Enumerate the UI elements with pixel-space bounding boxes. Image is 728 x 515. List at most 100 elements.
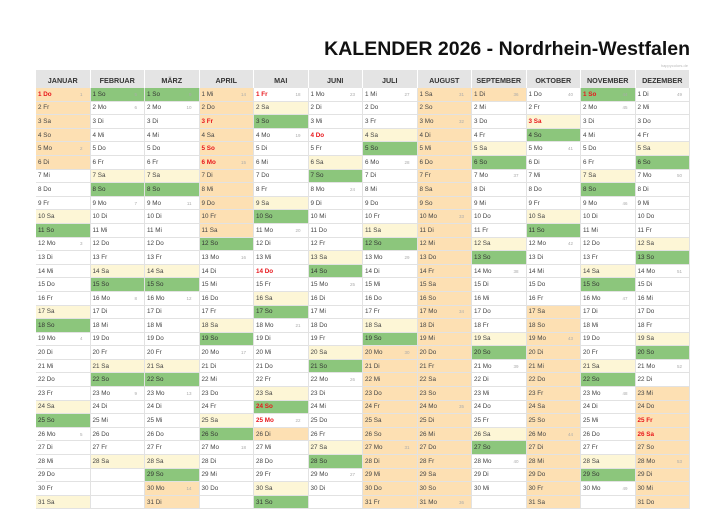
day-cell: 6 Di bbox=[36, 155, 91, 170]
day-label: 25 Do bbox=[310, 417, 328, 425]
day-label: 5 Mi bbox=[419, 145, 432, 153]
day-cell: 29 Do bbox=[526, 468, 581, 483]
day-label: 27 Mo bbox=[365, 444, 383, 452]
day-label: 5 Sa bbox=[637, 145, 651, 153]
day-label: 31 Di bbox=[147, 498, 162, 506]
day-cell: 16 Do bbox=[363, 291, 418, 306]
week-number: 2 bbox=[79, 146, 83, 152]
day-label: 5 Sa bbox=[474, 145, 487, 153]
day-cell: 28 Mo 40 bbox=[472, 455, 527, 469]
day-label: 20 Mi bbox=[256, 349, 272, 357]
day-cell: 20 So bbox=[472, 346, 527, 360]
day-label: 5 Do bbox=[92, 145, 106, 153]
day-cell: 1 Mi 14 bbox=[199, 88, 254, 102]
day-cell: 24 Di bbox=[145, 400, 200, 415]
day-cell: 24 Mo 35 bbox=[417, 400, 472, 415]
day-label: 21 Fr bbox=[419, 362, 435, 370]
day-cell: 20 Fr bbox=[145, 346, 200, 360]
day-label: 3 Do bbox=[474, 117, 488, 125]
day-cell: 7 Mo 50 bbox=[635, 169, 690, 184]
day-cell: 15 Sa bbox=[417, 278, 472, 292]
day-cell: 2 Mo 45 bbox=[581, 101, 636, 116]
day-label: 26 Do bbox=[147, 430, 164, 438]
day-label: 11 Fr bbox=[637, 226, 652, 234]
day-cell: 12 Sa bbox=[472, 237, 527, 252]
day-label: 27 Fr bbox=[583, 444, 598, 452]
day-label: 12 So bbox=[365, 240, 382, 248]
day-cell: 29 Do bbox=[36, 468, 91, 483]
day-label: 4 Sa bbox=[201, 131, 215, 139]
day-label: 11 Do bbox=[310, 226, 327, 234]
week-number: 19 bbox=[295, 132, 301, 138]
day-cell: 25 Fr bbox=[472, 414, 527, 428]
day-label: 4 So bbox=[38, 131, 51, 139]
day-label: 21 Mi bbox=[38, 362, 54, 370]
day-label: 16 Do bbox=[365, 294, 382, 302]
day-cell: 13 Mo 29 bbox=[363, 251, 418, 265]
day-label: 18 Sa bbox=[201, 321, 218, 329]
day-label: 2 Mo bbox=[147, 104, 161, 112]
day-label: 6 Sa bbox=[310, 158, 324, 166]
day-cell: 19 Do bbox=[581, 332, 636, 347]
day-label: 7 Di bbox=[365, 172, 377, 180]
day-label: 27 Mo bbox=[201, 444, 220, 452]
day-label: 7 Do bbox=[256, 172, 270, 180]
day-cell: 27 Do bbox=[417, 441, 472, 456]
day-label: 1 So bbox=[583, 90, 597, 98]
day-label: 25 Mo bbox=[256, 417, 274, 425]
day-label: 30 Fr bbox=[38, 485, 53, 493]
day-label: 13 Mo bbox=[201, 253, 220, 261]
day-label: 19 Sa bbox=[474, 335, 491, 343]
month-column-1: JANUAR 1 Do 1 2 Fr 3 Sa 4 So 5 Mo 2 6 Di 7 Mi 8 Do… bbox=[36, 70, 91, 510]
week-number: 40 bbox=[513, 458, 519, 464]
day-cell: 2 Mo 10 bbox=[145, 101, 200, 116]
day-cell: 8 Mi bbox=[199, 183, 254, 197]
day-cell: 11 Sa bbox=[363, 223, 418, 238]
day-label: 5 So bbox=[365, 145, 378, 153]
day-label: 24 Sa bbox=[38, 403, 55, 411]
day-cell: 12 Mo 3 bbox=[36, 237, 91, 252]
day-cell: 10 Di bbox=[581, 210, 636, 224]
week-number: 9 bbox=[188, 91, 192, 97]
day-label: 2 Do bbox=[201, 104, 215, 112]
month-column-9: SEPTEMBER 1 Di 36 2 Mi 3 Do 4 Fr 5 Sa 6 So 7 Mo 3… bbox=[472, 70, 527, 510]
day-cell: 7 Fr bbox=[417, 169, 472, 184]
day-cell: 7 Di bbox=[363, 169, 418, 184]
day-label: 3 Di bbox=[92, 117, 104, 125]
week-number: 18 bbox=[295, 91, 301, 97]
week-number: 1 bbox=[79, 91, 83, 97]
day-label: 26 Mi bbox=[419, 430, 435, 438]
day-cell: 9 Di bbox=[308, 196, 363, 211]
day-cell: 10 Sa bbox=[526, 210, 581, 224]
week-number: 7 bbox=[134, 200, 137, 206]
day-cell: 15 Do bbox=[36, 278, 91, 292]
day-cell: 8 So bbox=[90, 183, 145, 197]
day-label: 30 Do bbox=[365, 485, 382, 493]
day-cell: 21 Mi bbox=[526, 359, 581, 374]
day-cell: 8 Mo 24 bbox=[308, 183, 363, 197]
day-cell: 27 Fr bbox=[90, 441, 145, 456]
day-label: 18 Sa bbox=[365, 321, 382, 329]
day-label: 16 Sa bbox=[256, 294, 273, 302]
day-cell: 18 Mi bbox=[581, 319, 636, 333]
day-cell: 14 Mo 38 bbox=[472, 264, 527, 279]
day-cell: 25 Sa bbox=[363, 414, 418, 428]
month-column-4: APRIL 1 Mi 14 2 Do 3 Fr 4 Sa 5 So 6 Mo 15 7 Di 8 M… bbox=[199, 70, 254, 510]
day-label: 14 Fr bbox=[419, 267, 435, 275]
week-number: 40 bbox=[567, 91, 573, 97]
week-number: 53 bbox=[676, 458, 682, 464]
day-label: 2 So bbox=[419, 104, 433, 112]
day-label: 26 Di bbox=[256, 430, 271, 438]
day-label: 25 So bbox=[528, 417, 545, 425]
day-label: 6 Di bbox=[38, 158, 50, 166]
day-label: 31 Sa bbox=[38, 498, 55, 506]
day-label: 17 Mi bbox=[310, 308, 326, 316]
week-number: 47 bbox=[622, 295, 628, 301]
day-label: 20 So bbox=[637, 349, 654, 357]
day-label: 25 Fr bbox=[637, 417, 653, 425]
day-cell: 22 Mi bbox=[363, 373, 418, 388]
day-cell: 28 Fr bbox=[417, 455, 472, 469]
day-cell: 7 Di bbox=[199, 169, 254, 184]
day-cell: 17 Fr bbox=[199, 305, 254, 320]
day-cell: 17 Fr bbox=[363, 305, 418, 320]
